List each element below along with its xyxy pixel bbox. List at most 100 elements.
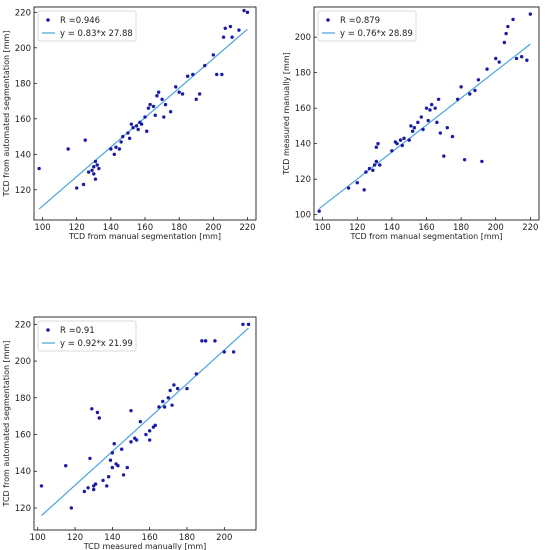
data-point <box>129 440 133 444</box>
x-tick-label: 220 <box>239 223 255 233</box>
data-point <box>81 182 86 187</box>
data-point <box>241 322 245 327</box>
legend-entry-r: R =0.879 <box>340 16 380 26</box>
fit-line <box>318 43 531 210</box>
data-point <box>438 131 443 135</box>
data-point <box>69 506 74 510</box>
data-point <box>390 149 394 153</box>
data-point <box>86 486 90 490</box>
data-point <box>92 172 96 176</box>
data-point <box>462 157 467 162</box>
data-point <box>410 129 415 133</box>
data-point <box>148 102 152 107</box>
x-axis-label: TCD from manual segmentation [mm] <box>349 232 502 241</box>
data-point <box>151 104 156 109</box>
data-point <box>180 92 185 96</box>
data-point <box>395 141 399 146</box>
data-point <box>125 465 129 470</box>
data-point <box>129 122 134 126</box>
data-point <box>485 67 489 71</box>
data-point <box>426 118 430 123</box>
data-point <box>367 166 372 171</box>
y-tick-label: 140 <box>15 150 31 160</box>
legend-entry-fit: y = 0.92*x 21.99 <box>60 339 133 349</box>
legend-point-marker <box>46 18 50 22</box>
legend-box <box>37 320 137 352</box>
data-point <box>203 339 208 343</box>
data-point <box>442 154 446 158</box>
data-point <box>355 181 359 185</box>
data-point <box>95 410 100 415</box>
data-point <box>436 97 441 102</box>
data-point <box>160 97 164 102</box>
data-point <box>147 429 152 433</box>
data-point <box>476 78 481 82</box>
legend-point-marker <box>46 328 50 332</box>
data-point <box>459 85 463 89</box>
data-point <box>131 126 135 130</box>
data-point <box>153 113 157 117</box>
data-point <box>428 108 432 112</box>
data-point <box>168 388 172 393</box>
y-tick-label: 140 <box>295 140 311 150</box>
y-axis-label: TCD from automated segmentation [mm] <box>2 31 11 198</box>
data-point <box>143 115 147 119</box>
data-point <box>511 17 515 22</box>
data-point <box>175 386 180 391</box>
data-point <box>514 56 519 61</box>
data-point <box>203 63 207 68</box>
y-tick-label: 160 <box>15 431 31 441</box>
y-tick-label: 180 <box>295 69 311 79</box>
y-tick-label: 180 <box>15 79 31 89</box>
data-point <box>506 24 510 29</box>
data-point <box>138 419 143 424</box>
data-point <box>185 386 189 391</box>
data-point <box>136 127 140 132</box>
data-point <box>450 134 455 139</box>
x-axis-label: TCD from manual segmentation [mm] <box>68 232 221 241</box>
data-point <box>374 159 379 164</box>
data-point <box>221 35 226 39</box>
legend-entry-r: R =0.946 <box>60 16 100 26</box>
data-point <box>110 451 115 455</box>
y-tick-label: 120 <box>295 175 311 185</box>
data-point <box>168 110 173 114</box>
data-point <box>83 138 87 142</box>
data-point <box>64 464 68 468</box>
data-point <box>194 97 198 102</box>
data-point <box>147 438 152 442</box>
data-point <box>525 58 529 62</box>
data-point <box>162 405 167 409</box>
y-tick-label: 200 <box>295 33 311 43</box>
data-point <box>407 138 411 142</box>
y-axis-label: TCD from automated segmentation [mm] <box>2 341 11 508</box>
data-point <box>237 28 241 32</box>
data-point <box>528 12 533 16</box>
data-point <box>156 90 161 94</box>
x-tick-label: 100 <box>315 223 331 233</box>
data-point <box>412 126 417 130</box>
data-point <box>97 166 101 171</box>
data-point <box>421 127 425 132</box>
data-point <box>139 122 144 126</box>
data-point <box>114 145 118 149</box>
fit-line <box>41 327 249 517</box>
data-point <box>155 94 159 98</box>
legend-box <box>317 10 417 42</box>
data-point <box>228 24 233 29</box>
x-tick-label: 100 <box>34 223 50 233</box>
data-point <box>177 90 181 94</box>
y-tick-label: 100 <box>295 211 311 221</box>
data-point <box>433 106 437 110</box>
x-tick-label: 100 <box>30 533 46 543</box>
data-point <box>416 120 420 125</box>
data-point <box>220 72 224 77</box>
data-point <box>402 136 406 141</box>
x-tick-label: 220 <box>522 223 538 233</box>
y-tick-label: 140 <box>15 467 31 477</box>
data-point <box>231 350 236 354</box>
data-point <box>504 31 508 36</box>
data-point <box>95 163 99 167</box>
data-point <box>346 186 351 190</box>
y-tick-label: 160 <box>15 115 31 125</box>
